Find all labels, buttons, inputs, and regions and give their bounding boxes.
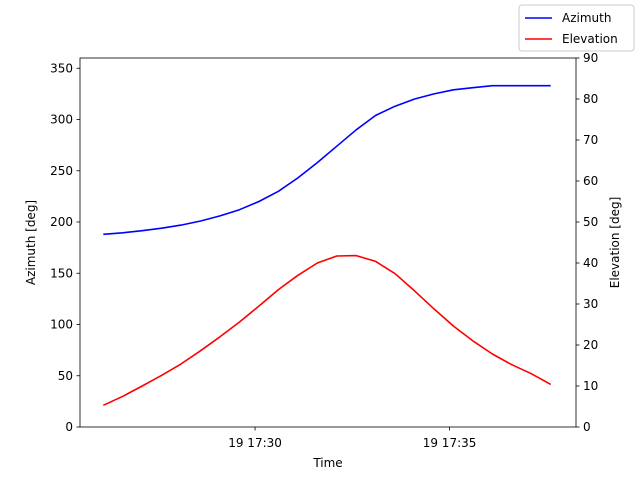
- y-tick-label: 350: [50, 61, 73, 75]
- series-group: [102, 84, 552, 407]
- y-tick-label: 250: [50, 164, 73, 178]
- y2-tick-label: 70: [583, 133, 598, 147]
- y-tick-label: 200: [50, 215, 73, 229]
- y-tick-label: 300: [50, 113, 73, 127]
- legend-label-azimuth: Azimuth: [562, 11, 611, 25]
- y2-tick-label: 90: [583, 51, 598, 65]
- y2-tick-label: 40: [583, 256, 598, 270]
- y-tick-label: 0: [65, 420, 73, 434]
- y2-tick-label: 20: [583, 338, 598, 352]
- y2-tick-label: 10: [583, 379, 598, 393]
- y-tick-label: 50: [58, 369, 73, 383]
- y2-tick-label: 0: [583, 420, 591, 434]
- y2-axis-label: Elevation [deg]: [608, 197, 622, 289]
- legend-label-elevation: Elevation: [562, 32, 618, 46]
- y-axis-label: Azimuth [deg]: [24, 200, 38, 285]
- series-line-azimuth: [103, 84, 551, 236]
- y-tick-label: 150: [50, 266, 73, 280]
- y2-tick-label: 60: [583, 174, 598, 188]
- x-tick-label: 19 17:35: [423, 436, 477, 450]
- y2-tick-label: 30: [583, 297, 598, 311]
- axes-group: 0 50 100 150 200 250 300 350 0 10 20 30 40 50 60 70 80 90…: [24, 51, 622, 470]
- series-line-elevation: [102, 254, 552, 407]
- y-tick-label: 100: [50, 318, 73, 332]
- legend: Azimuth Elevation: [518, 4, 635, 52]
- plot-frame: [79, 57, 577, 428]
- x-tick-label: 19 17:30: [228, 436, 282, 450]
- y2-tick-label: 50: [583, 215, 598, 229]
- y2-tick-label: 80: [583, 92, 598, 106]
- x-axis-label: Time: [312, 456, 342, 470]
